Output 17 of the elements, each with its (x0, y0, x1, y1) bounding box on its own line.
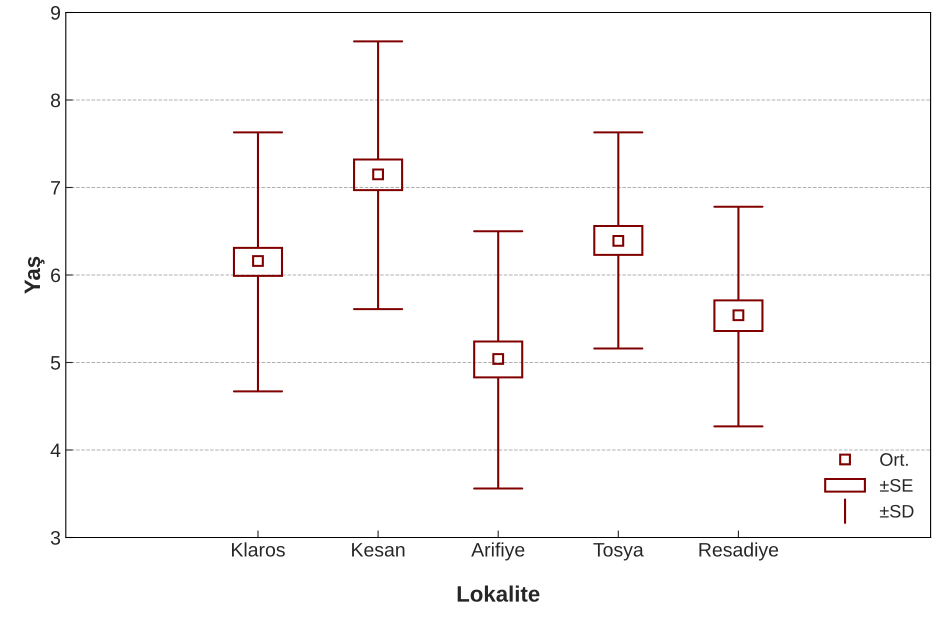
y-axis-title: Yaş (24, 256, 45, 294)
y-tick-label: 3 (50, 530, 60, 545)
y-tick-label: 4 (50, 444, 60, 458)
x-tick-label: Tosya (593, 543, 644, 560)
x-tick-label: Klaros (232, 542, 285, 557)
y-tick-label: 7 (51, 181, 60, 195)
y-tick-label: 5 (50, 356, 60, 370)
x-tick-label: Arifiye (471, 542, 524, 560)
text: Ort. (880, 453, 908, 466)
y-tick-label: 6 (51, 268, 60, 282)
y-tick-label: 9 (51, 6, 60, 20)
y-tick-label: 8 (50, 93, 60, 108)
x-tick-label: Kesan (352, 543, 404, 557)
x-tick-label: Resadiye (699, 542, 778, 560)
x-axis-title: Lokalite (458, 585, 540, 602)
text: ±SE (880, 479, 913, 492)
text: ±SD (880, 504, 914, 518)
